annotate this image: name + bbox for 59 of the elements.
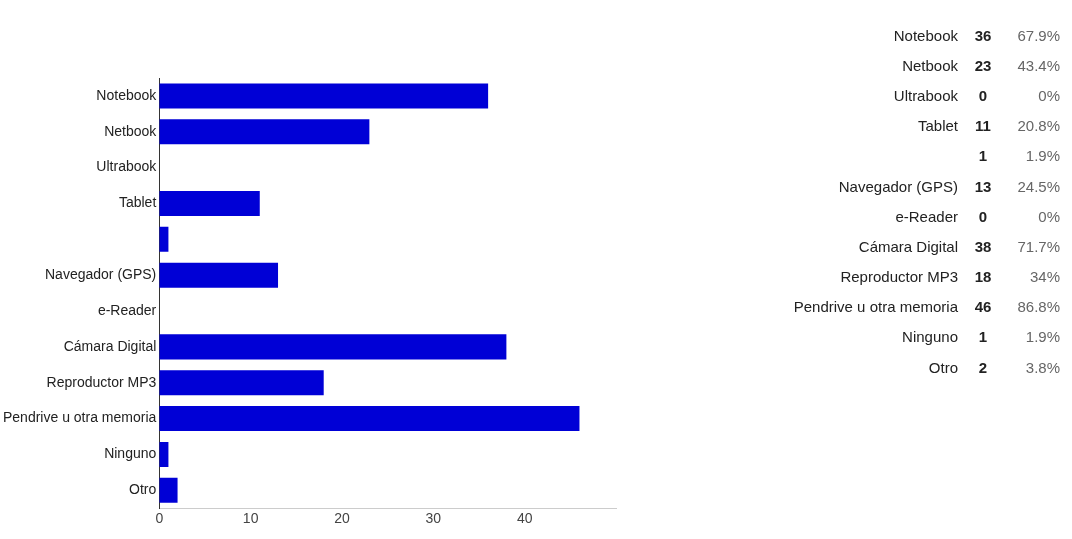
category-label: Ninguno [901, 327, 958, 348]
x-tick-label: 30 [425, 510, 442, 527]
data-label: 13 [973, 176, 993, 197]
text: 0% [1037, 206, 1060, 227]
bar [159, 477, 178, 503]
bar [159, 262, 279, 288]
data-label: 18 [973, 267, 993, 288]
category-label: Tablet [916, 116, 958, 137]
category-label: e-Reader [894, 206, 958, 227]
data-label: 23 [973, 55, 993, 76]
y-tick-label: Cámara Digital [63, 337, 157, 354]
category-label: Cámara Digital [857, 236, 958, 257]
x-tick-label: 10 [242, 510, 259, 527]
data-label: 38 [973, 236, 993, 257]
text: 1.9% [1024, 146, 1060, 167]
data-label: 1 [977, 327, 989, 348]
text: 67.9% [1016, 25, 1060, 46]
y-tick-label: Reproductor MP3 [46, 373, 157, 390]
y-tick-label: e-Reader [97, 301, 157, 318]
text: 86.8% [1016, 297, 1060, 318]
bar [159, 83, 489, 109]
x-tick-label: 0 [155, 510, 164, 527]
data-label: 0 [977, 85, 989, 106]
category-label: Otro [927, 357, 958, 378]
category-label: Pendrive u otra memoria [792, 297, 958, 318]
data-label: 2 [977, 357, 989, 378]
x-tick-label: 40 [516, 510, 533, 527]
y-tick-label: Ultrabook [96, 158, 158, 175]
text: 1.9% [1024, 327, 1060, 348]
text: 20.8% [1016, 116, 1060, 137]
y-tick-label: Netbook [104, 122, 158, 139]
bar [159, 190, 260, 217]
data-label: 46 [973, 297, 993, 318]
y-tick-label: Pendrive u otra memoria [2, 409, 157, 426]
text: 0% [1037, 85, 1060, 106]
category-label: Netbook [901, 55, 958, 76]
data-label: 11 [974, 116, 992, 137]
bar [159, 370, 324, 396]
text: 43.4% [1016, 55, 1060, 76]
y-tick-label: Navegador (GPS) [45, 266, 157, 283]
data-label: 36 [973, 25, 993, 46]
data-label: 1 [977, 146, 989, 167]
category-label: Notebook [892, 25, 958, 46]
category-label: Ultrabook [892, 85, 958, 106]
data-label: 0 [977, 206, 989, 227]
bar [159, 119, 370, 145]
bar [159, 334, 507, 360]
y-tick-label: Ninguno [104, 445, 157, 462]
text: 71.7% [1016, 236, 1060, 257]
y-tick-label: Otro [129, 481, 157, 498]
bar [159, 406, 580, 432]
text: 3.8% [1024, 357, 1060, 378]
text: 24.5% [1016, 176, 1060, 197]
text: 34% [1028, 267, 1060, 288]
category-label: Reproductor MP3 [839, 267, 958, 288]
y-tick-label: Tablet [118, 194, 157, 211]
category-label: Navegador (GPS) [837, 176, 958, 197]
x-tick-label: 20 [334, 510, 350, 527]
y-tick-label: Notebook [96, 86, 158, 103]
